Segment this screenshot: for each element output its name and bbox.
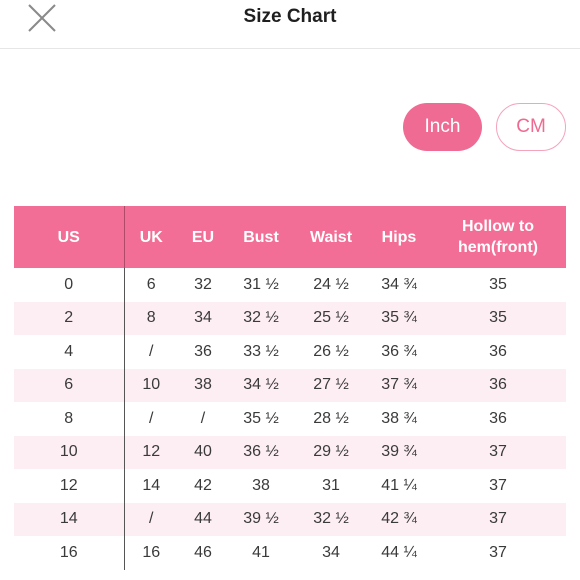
column-header-eu: EU (178, 206, 228, 268)
cell-waist: 27 ½ (294, 368, 368, 402)
header: Size Chart (0, 0, 580, 49)
table-row: 10 12 40 36 ½ 29 ½ 39 ¾ 37 (14, 435, 566, 469)
cell-hollow-to-hem: 35 (430, 301, 566, 335)
cell-hips: 39 ¾ (368, 435, 430, 469)
cell-hollow-to-hem: 35 (430, 268, 566, 302)
cell-uk: 16 (124, 536, 178, 570)
cell-waist: 29 ½ (294, 435, 368, 469)
cell-hips: 38 ¾ (368, 402, 430, 436)
cell-eu: 40 (178, 435, 228, 469)
cell-uk: / (124, 335, 178, 369)
cell-hips: 36 ¾ (368, 335, 430, 369)
inch-button[interactable]: Inch (403, 103, 482, 151)
cell-eu: 32 (178, 268, 228, 302)
cell-hips: 41 ¼ (368, 469, 430, 503)
table-header-row: US UK EU Bust Waist Hips Hollow to hem(f… (14, 206, 566, 268)
table-row: 0 6 32 31 ½ 24 ½ 34 ¾ 35 (14, 268, 566, 302)
table-row: 4/36 33 ½ 26 ½ 36 ¾ 36 (14, 335, 566, 369)
cell-bust: 41 (228, 536, 294, 570)
column-header-hollow-to-hem: Hollow to hem(front) (430, 206, 566, 268)
table-row: 2 8 34 32 ½ 25 ½ 35 ¾ 35 (14, 301, 566, 335)
cell-us: 12 (14, 469, 125, 503)
cell-eu: 36 (178, 335, 228, 369)
cell-waist: 24 ½ (294, 268, 368, 302)
cell-uk: 10 (124, 368, 178, 402)
cell-bust: 38 (228, 469, 294, 503)
cell-us: 16 (14, 536, 125, 570)
cell-us: 2 (14, 301, 125, 335)
cell-bust: 34 ½ (228, 368, 294, 402)
cell-hollow-to-hem: 37 (430, 502, 566, 536)
cell-waist: 28 ½ (294, 402, 368, 436)
cell-eu: 46 (178, 536, 228, 570)
cell-bust: 32 ½ (228, 301, 294, 335)
cell-eu: 34 (178, 301, 228, 335)
cell-uk: 14 (124, 469, 178, 503)
cell-bust: 36 ½ (228, 435, 294, 469)
column-header-waist: Waist (294, 206, 368, 268)
cell-hollow-to-hem: 36 (430, 402, 566, 436)
cell-bust: 31 ½ (228, 268, 294, 302)
page-title: Size Chart (243, 6, 337, 27)
column-header-us: US (14, 206, 125, 268)
column-header-uk: UK (124, 206, 178, 268)
size-table: US UK EU Bust Waist Hips Hollow to hem(f… (14, 206, 566, 580)
cell-bust: 33 ½ (228, 335, 294, 369)
cell-eu: / (178, 402, 228, 436)
table-body: 0 6 32 31 ½ 24 ½ 34 ¾ 35 2 8 34 32 ½ 25 ½ 35 ¾ 35 4/36… (14, 268, 566, 570)
cell-hollow-to-hem: 37 (430, 536, 566, 570)
cell-bust: 35 ½ (228, 402, 294, 436)
cell-eu: 42 (178, 469, 228, 503)
cell-hips: 44 ¼ (368, 536, 430, 570)
close-button[interactable] (26, 2, 58, 34)
cell-waist: 26 ½ (294, 335, 368, 369)
cell-uk: / (124, 402, 178, 436)
cell-hips: 35 ¾ (368, 301, 430, 335)
cell-uk: / (124, 502, 178, 536)
cell-eu: 38 (178, 368, 228, 402)
column-header-bust: Bust (228, 206, 294, 268)
cell-uk: 8 (124, 301, 178, 335)
unit-toggle: Inch CM (0, 103, 580, 153)
cell-hips: 34 ¾ (368, 268, 430, 302)
cell-uk: 12 (124, 435, 178, 469)
column-header-hips: Hips (368, 206, 430, 268)
cell-hips: 42 ¾ (368, 502, 430, 536)
table-row: 6 10 38 34 ½ 27 ½ 37 ¾ 36 (14, 368, 566, 402)
cell-waist: 25 ½ (294, 301, 368, 335)
table-row: 12 14 42 38 31 41 ¼ 37 (14, 469, 566, 503)
cell-hollow-to-hem: 36 (430, 368, 566, 402)
cell-us: 8 (14, 402, 125, 436)
cell-us: 6 (14, 368, 125, 402)
close-icon (28, 4, 56, 32)
cell-waist: 34 (294, 536, 368, 570)
table-row: 16 16 46 41 34 44 ¼ 37 (14, 536, 566, 570)
cell-hips: 37 ¾ (368, 368, 430, 402)
cell-us: 4 (14, 335, 125, 369)
cell-waist: 31 (294, 469, 368, 503)
table-row: 14/44 39 ½ 32 ½ 42 ¾ 37 (14, 502, 566, 536)
cell-us: 14 (14, 502, 125, 536)
cell-hollow-to-hem: 37 (430, 435, 566, 469)
cell-us: 10 (14, 435, 125, 469)
cm-button[interactable]: CM (496, 103, 566, 151)
cell-waist: 32 ½ (294, 502, 368, 536)
cell-bust: 39 ½ (228, 502, 294, 536)
cell-eu: 44 (178, 502, 228, 536)
cell-uk: 6 (124, 268, 178, 302)
cell-us: 0 (14, 268, 125, 302)
cell-hollow-to-hem: 37 (430, 469, 566, 503)
cell-hollow-to-hem: 36 (430, 335, 566, 369)
table-row: 8//35 ½ 28 ½ 38 ¾ 36 (14, 402, 566, 436)
